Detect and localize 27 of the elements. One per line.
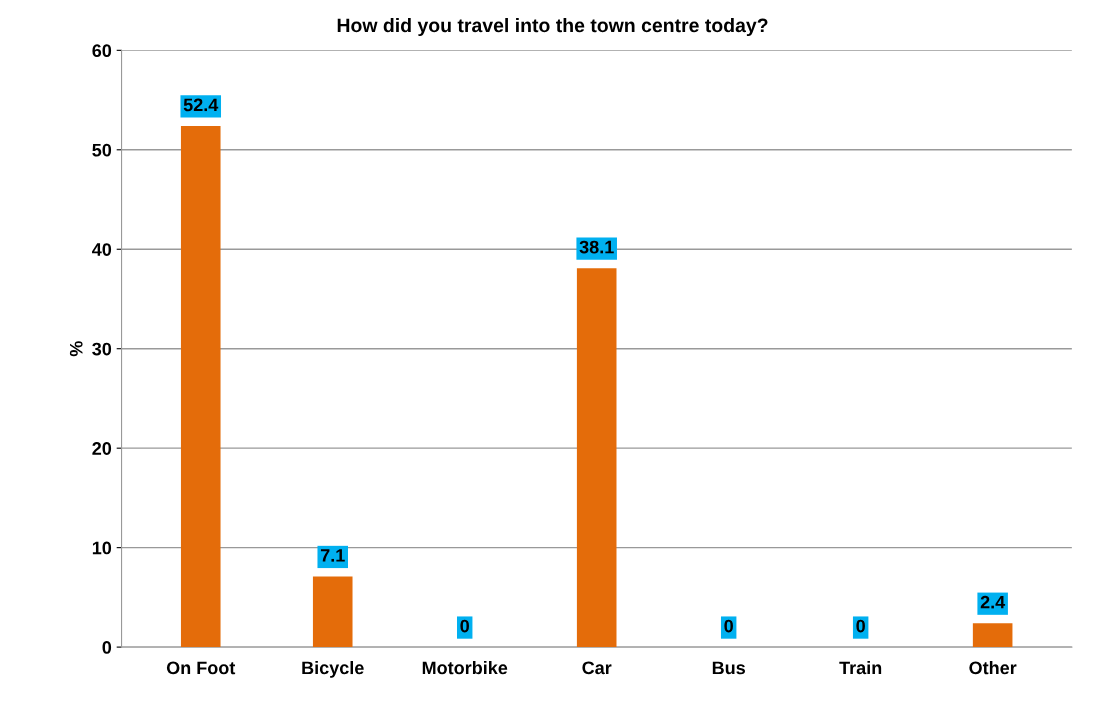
- y-tick-label: 30: [92, 342, 112, 356]
- bar: [576, 268, 617, 648]
- chart-title: How did you travel into the town centre today?: [337, 17, 768, 37]
- x-tick-label: Bicycle: [302, 660, 364, 678]
- x-tick-label: On Foot: [166, 661, 236, 675]
- data-label: 38.1: [579, 240, 614, 254]
- bar: [972, 623, 1013, 648]
- data-label: 0: [460, 619, 469, 633]
- bar: [312, 576, 353, 648]
- data-label: 0: [724, 619, 733, 633]
- x-tick-label: Bus: [712, 661, 745, 675]
- data-label: 52.4: [183, 98, 219, 112]
- y-axis-title: %: [69, 341, 83, 357]
- bar: [180, 125, 221, 648]
- y-tick-label: 10: [92, 541, 112, 555]
- x-tick-label: Train: [839, 660, 882, 675]
- data-label: 2.4: [980, 595, 1006, 609]
- y-tick-label: 0: [102, 641, 112, 654]
- y-tick-label: 40: [92, 243, 112, 256]
- x-tick-label: Other: [969, 660, 1017, 675]
- y-tick-label: 60: [92, 44, 112, 58]
- y-tick-label: 50: [92, 143, 112, 157]
- y-tick-label: 20: [92, 442, 112, 455]
- data-label: 7.1: [320, 549, 345, 562]
- data-label: 0: [856, 619, 865, 633]
- x-tick-label: Car: [582, 661, 612, 675]
- x-tick-label: Motorbike: [422, 660, 508, 675]
